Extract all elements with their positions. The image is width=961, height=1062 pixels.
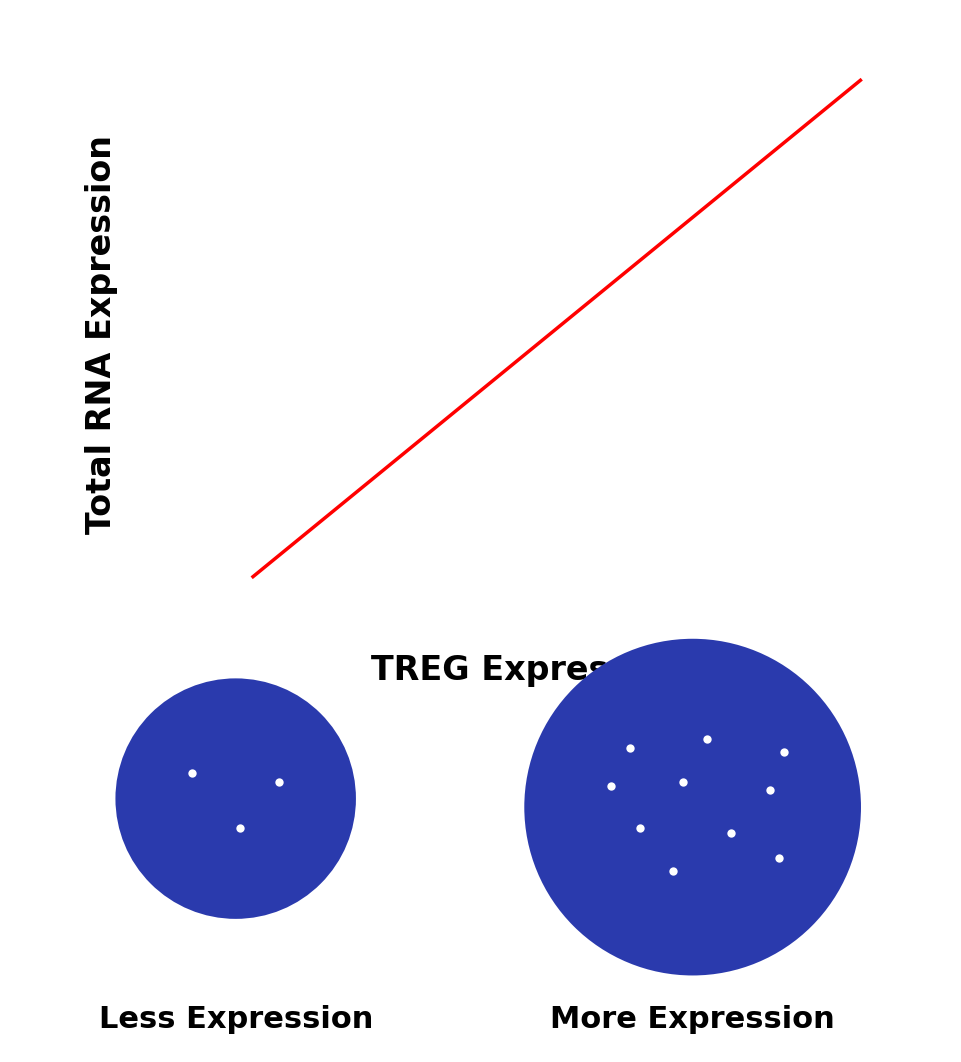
Ellipse shape — [524, 638, 860, 976]
X-axis label: TREG Expression: TREG Expression — [371, 654, 686, 687]
Ellipse shape — [115, 679, 356, 919]
Text: Less Expression: Less Expression — [98, 1005, 373, 1034]
Y-axis label: Total RNA Expression: Total RNA Expression — [85, 135, 118, 534]
Text: More Expression: More Expression — [550, 1005, 834, 1034]
